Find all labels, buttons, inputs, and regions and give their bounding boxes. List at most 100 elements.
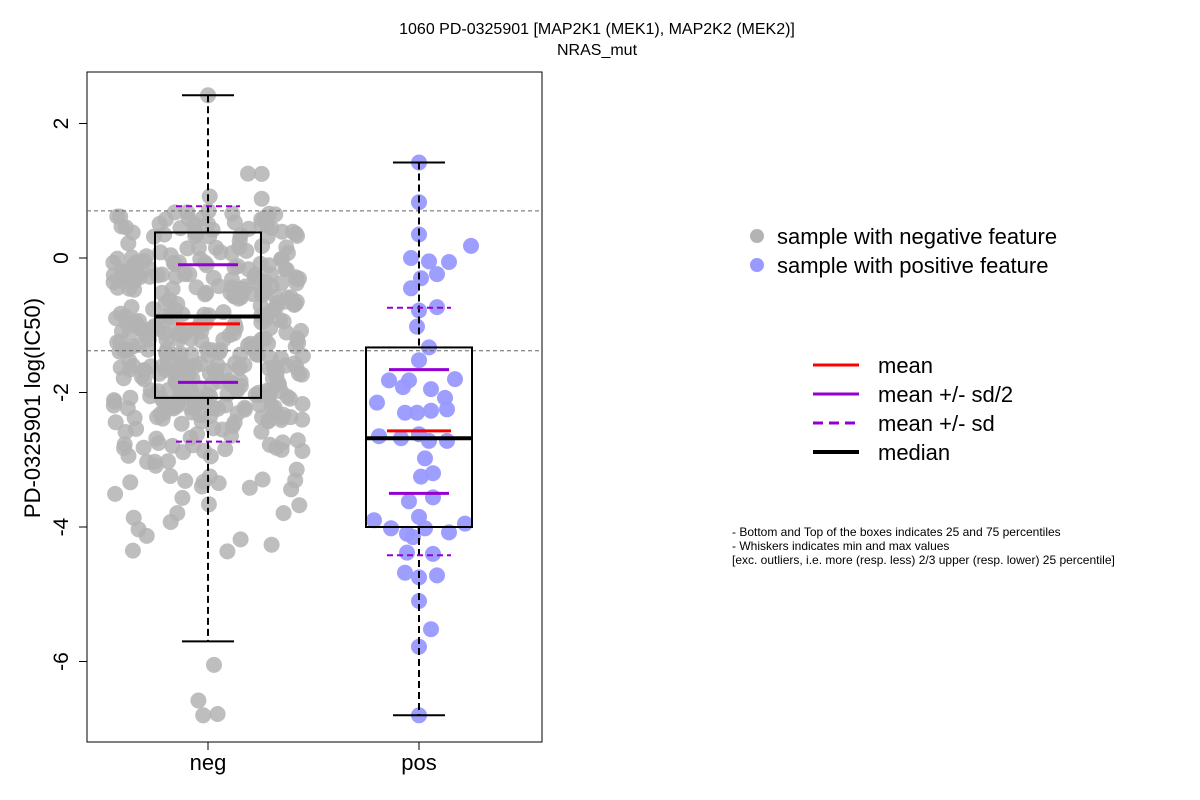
neg-sample-point <box>289 432 306 449</box>
neg-sample-point <box>158 331 175 348</box>
neg-sample-point <box>200 216 216 232</box>
neg-sample-point <box>164 280 181 297</box>
neg-sample-point <box>197 254 214 271</box>
legend-line-label: mean +/- sd/2 <box>878 382 1013 407</box>
neg-sample-point <box>119 341 135 358</box>
pos-sample-point <box>411 593 427 609</box>
pos-sample-point <box>439 432 455 449</box>
neg-sample-point <box>289 330 306 347</box>
neg-sample-point <box>198 284 215 301</box>
neg-sample-point <box>219 543 236 560</box>
neg-sample-point <box>152 244 169 261</box>
neg-sample-point <box>115 370 132 387</box>
neg-sample-point <box>105 267 122 284</box>
x-tick-label: pos <box>401 750 436 775</box>
neg-sample-point <box>204 342 221 359</box>
pos-sample-point <box>441 524 457 541</box>
neg-sample-point <box>238 242 255 259</box>
neg-sample-point <box>167 373 184 390</box>
neg-sample-point <box>206 656 222 673</box>
neg-sample-point <box>105 397 122 414</box>
neg-sample-point <box>122 474 139 491</box>
neg-sample-point <box>282 409 299 426</box>
neg-sample-point <box>109 250 126 267</box>
neg-sample-point <box>290 365 307 382</box>
pos-sample-point <box>439 401 455 418</box>
neg-sample-point <box>179 204 196 221</box>
y-axis-label: PD-0325901 log(IC50) <box>20 298 45 518</box>
pos-sample-point <box>417 520 433 537</box>
neg-sample-point <box>126 273 143 290</box>
y-tick-label: -4 <box>50 517 73 536</box>
pos-sample-point <box>421 253 437 270</box>
neg-sample-point <box>124 542 141 559</box>
neg-sample-point <box>232 531 249 548</box>
neg-sample-point <box>122 324 139 341</box>
neg-sample-point <box>179 240 196 257</box>
pos-sample-point <box>421 432 437 449</box>
neg-sample-point <box>138 527 155 544</box>
neg-sample-point <box>261 205 278 222</box>
pos-sample-point <box>423 621 439 638</box>
note-text: [exc. outliers, i.e. more (resp. less) 2… <box>732 553 1115 567</box>
pos-sample-point <box>369 394 385 411</box>
neg-sample-point <box>151 365 168 382</box>
pos-sample-point <box>409 404 425 421</box>
neg-sample-point <box>193 478 210 495</box>
pos-sample-point <box>413 270 429 287</box>
neg-sample-point <box>157 295 174 312</box>
pos-sample-point <box>457 515 473 532</box>
neg-sample-point <box>226 259 243 276</box>
neg-sample-point <box>152 317 169 334</box>
y-tick-label: 2 <box>50 118 73 130</box>
pos-sample-point <box>403 280 419 297</box>
neg-sample-point <box>122 389 139 406</box>
chart-title: 1060 PD-0325901 [MAP2K1 (MEK1), MAP2K2 (… <box>399 21 795 38</box>
note-text: - Whiskers indicates min and max values <box>732 539 949 553</box>
neg-sample-point <box>134 322 151 339</box>
neg-sample-point <box>107 485 124 502</box>
pos-sample-point <box>413 468 429 485</box>
neg-sample-point <box>135 439 152 456</box>
neg-sample-point <box>210 475 227 492</box>
neg-sample-point <box>183 330 199 347</box>
neg-sample-point <box>291 497 308 514</box>
pos-sample-point <box>409 318 425 335</box>
legend-point-label: sample with negative feature <box>777 224 1057 249</box>
neg-sample-point <box>112 208 129 225</box>
neg-sample-point <box>162 468 179 484</box>
pos-sample-point <box>401 493 417 510</box>
legend-line-label: median <box>878 440 950 465</box>
neg-sample-point <box>112 305 129 322</box>
pos-sample-point <box>463 237 479 254</box>
neg-sample-point <box>251 387 268 404</box>
neg-sample-point <box>261 436 278 453</box>
pos-sample-point <box>429 266 445 283</box>
plot-area: 2 0 -2 -4 -6 neg pos <box>50 71 543 775</box>
neg-sample-point <box>294 396 311 412</box>
neg-sample-point <box>173 415 190 432</box>
pos-sample-point <box>371 428 387 445</box>
pos-sample-point <box>411 638 427 655</box>
neg-sample-point <box>160 453 176 470</box>
neg-sample-point <box>240 165 256 182</box>
neg-sample-point <box>176 266 193 283</box>
neg-sample-point <box>195 707 212 724</box>
neg-sample-point <box>284 223 301 240</box>
legend: sample with negative feature sample with … <box>750 224 1057 465</box>
neg-sample-point <box>190 692 207 709</box>
neg-sample-point <box>151 215 168 232</box>
neg-sample-point <box>192 407 209 424</box>
legend-point-marker <box>750 229 764 243</box>
neg-sample-point <box>208 239 224 256</box>
neg-sample-point <box>294 348 311 364</box>
neg-sample-point <box>162 514 179 530</box>
neg-sample-point <box>263 536 280 553</box>
plot-frame <box>86 71 543 743</box>
pos-sample-point <box>383 520 399 537</box>
neg-sample-point <box>166 204 183 221</box>
pos-sample-point <box>397 404 413 421</box>
neg-sample-point <box>182 429 199 446</box>
legend-point-label: sample with positive feature <box>777 253 1048 278</box>
neg-sample-point <box>173 386 190 403</box>
